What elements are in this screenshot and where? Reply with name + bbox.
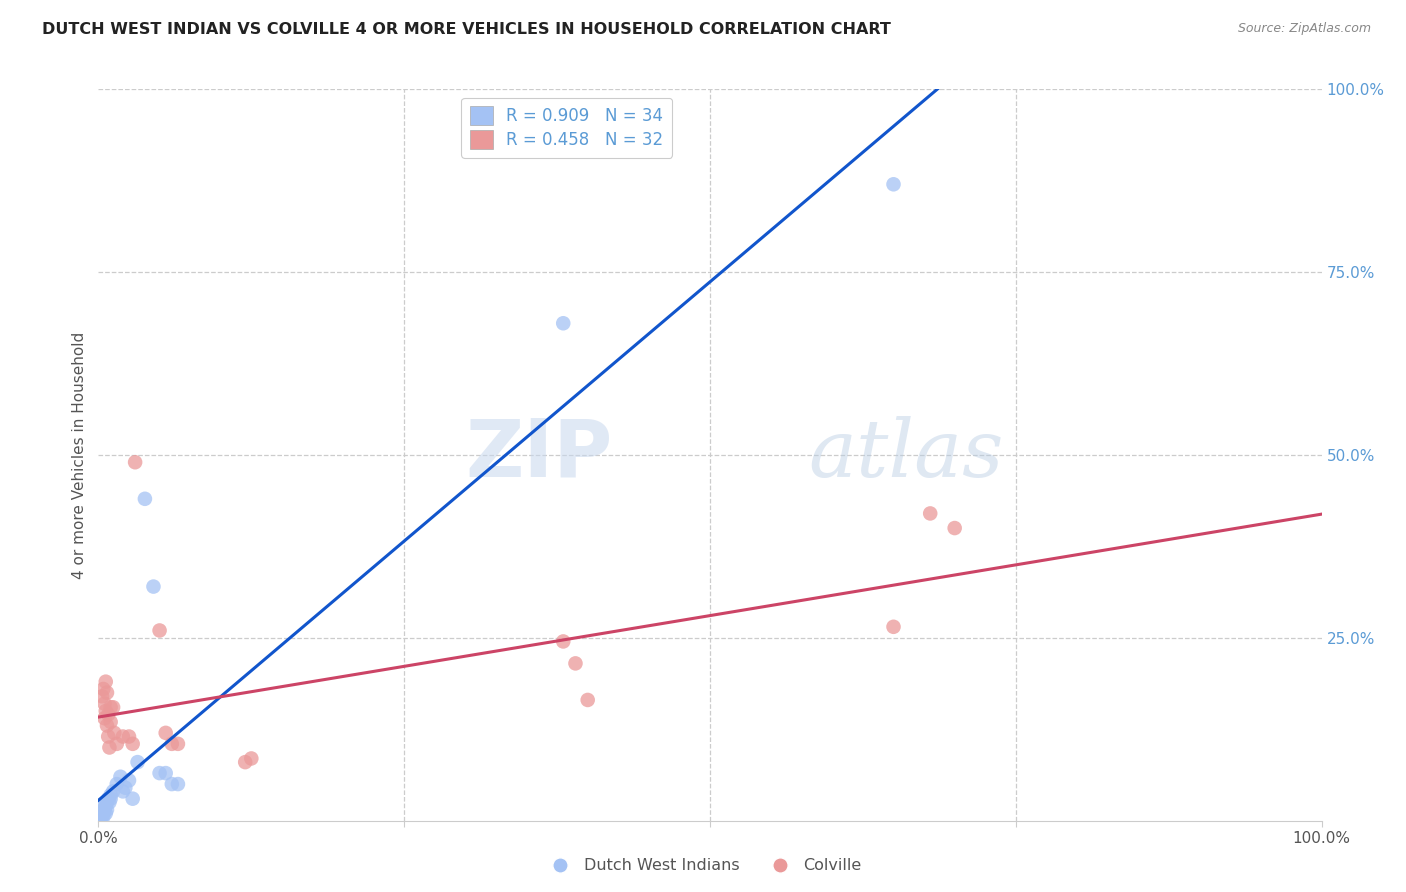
Point [103, 726, 125, 740]
Point [883, 178, 905, 192]
Point [105, 777, 128, 791]
Text: ZIP: ZIP [465, 416, 612, 494]
Point [149, 766, 172, 780]
Point [111, 784, 134, 798]
Point [564, 657, 586, 671]
Point [97, 730, 120, 744]
Point [96, 803, 118, 817]
Point [114, 780, 136, 795]
Point [94, 674, 117, 689]
Point [91, 810, 114, 824]
Point [100, 714, 122, 729]
Point [920, 507, 942, 521]
Point [100, 700, 122, 714]
Point [90, 806, 112, 821]
Point [118, 730, 141, 744]
Point [576, 693, 599, 707]
Point [100, 791, 122, 805]
Point [160, 737, 183, 751]
Point [90, 810, 112, 824]
Point [121, 791, 143, 805]
Y-axis label: 4 or more Vehicles in Household: 4 or more Vehicles in Household [72, 331, 87, 579]
Point [167, 777, 190, 791]
Point [233, 755, 256, 769]
Point [553, 316, 575, 330]
Point [97, 791, 120, 805]
Point [134, 491, 156, 506]
Text: atlas: atlas [808, 417, 1004, 493]
Point [91, 803, 114, 817]
Point [553, 634, 575, 648]
Point [121, 737, 143, 751]
Point [160, 777, 183, 791]
Point [91, 690, 114, 704]
Text: Source: ZipAtlas.com: Source: ZipAtlas.com [1237, 22, 1371, 36]
Point [96, 796, 118, 810]
Point [149, 624, 172, 638]
Point [100, 788, 122, 802]
Point [105, 737, 128, 751]
Point [98, 740, 121, 755]
Point [883, 620, 905, 634]
Point [110, 770, 132, 784]
Point [943, 521, 966, 535]
Point [167, 737, 190, 751]
Point [101, 784, 124, 798]
Point [93, 697, 115, 711]
Point [96, 686, 118, 700]
Point [97, 707, 120, 722]
Point [124, 455, 146, 469]
Point [89, 810, 111, 824]
Point [127, 755, 149, 769]
Point [155, 726, 177, 740]
Point [155, 766, 177, 780]
Point [91, 681, 114, 696]
Legend: Dutch West Indians, Colville: Dutch West Indians, Colville [537, 852, 869, 880]
Point [91, 806, 114, 821]
Point [93, 799, 115, 814]
Point [101, 700, 124, 714]
Point [96, 718, 118, 732]
Text: DUTCH WEST INDIAN VS COLVILLE 4 OR MORE VEHICLES IN HOUSEHOLD CORRELATION CHART: DUTCH WEST INDIAN VS COLVILLE 4 OR MORE … [42, 22, 891, 37]
Point [118, 773, 141, 788]
Point [94, 799, 117, 814]
Legend: R = 0.909   N = 34, R = 0.458   N = 32: R = 0.909 N = 34, R = 0.458 N = 32 [461, 97, 672, 158]
Point [94, 704, 117, 718]
Point [98, 796, 121, 810]
Point [111, 730, 134, 744]
Point [94, 806, 117, 821]
Point [91, 806, 114, 821]
Point [91, 810, 114, 824]
Point [240, 751, 263, 765]
Point [142, 580, 165, 594]
Point [93, 803, 115, 817]
Point [93, 711, 115, 725]
